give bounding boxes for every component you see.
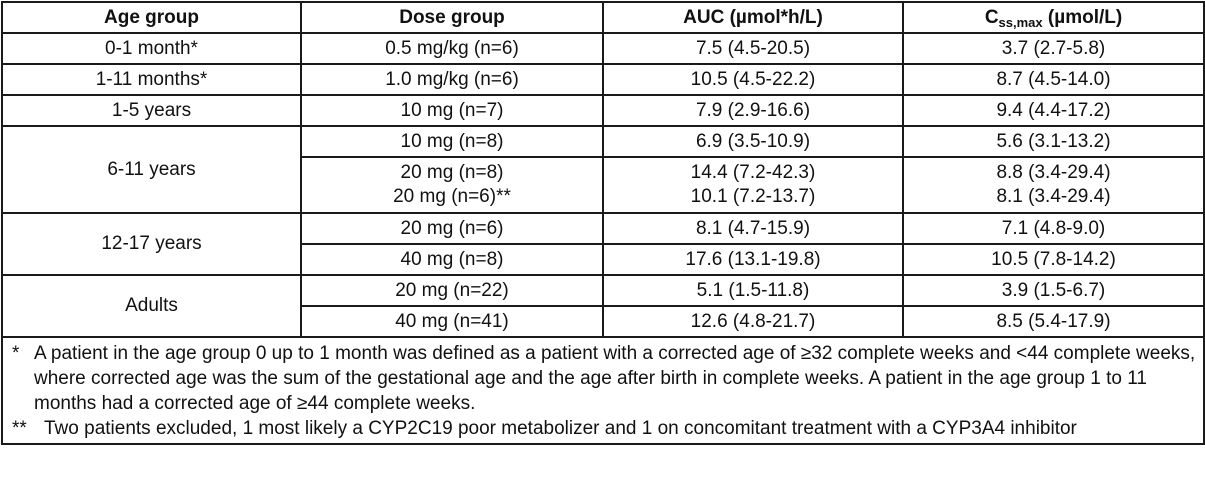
auc-cell: 7.5 (4.5-20.5) [602, 32, 904, 65]
auc-cell: 17.6 (13.1-19.8) [602, 243, 904, 276]
age-cell: 1-11 months* [1, 63, 302, 96]
footnote-mark: ** [12, 418, 27, 439]
table-row: 6-11 years 10 mg (n=8) 6.9 (3.5-10.9) 5.… [1, 125, 1205, 214]
dose-cell: 1.0 mg/kg (n=6) [300, 63, 604, 96]
age-cell: 12-17 years [1, 212, 302, 276]
table-row: 20 mg (n=8) 20 mg (n=6)** 14.4 (7.2-42.3… [2, 156, 1205, 214]
footnote-mark: * [12, 343, 20, 364]
dose-cell: 10 mg (n=8) [300, 125, 604, 158]
header-dose-group: Dose group [300, 1, 604, 34]
css-cell: 8.8 (3.4-29.4) 8.1 (3.4-29.4) [902, 156, 1205, 214]
table-row: 12-17 years 20 mg (n=6) 8.1 (4.7-15.9) 7… [1, 212, 1205, 276]
css-subscript: ss,max [998, 14, 1043, 30]
age-cell: 1-5 years [1, 94, 302, 127]
age-cell: 0-1 month* [1, 32, 302, 65]
css-cell: 10.5 (7.8-14.2) [902, 243, 1205, 276]
header-auc: AUC (µmol*h/L) [602, 1, 904, 34]
footnotes-row: * A patient in the age group 0 up to 1 m… [1, 336, 1205, 445]
header-age-group: Age group [1, 1, 302, 34]
auc-cell: 7.9 (2.9-16.6) [602, 94, 904, 127]
auc-cell: 14.4 (7.2-42.3) 10.1 (7.2-13.7) [602, 156, 904, 214]
css-cell: 8.5 (5.4-17.9) [902, 305, 1205, 338]
dose-line: 20 mg (n=6)** [393, 186, 511, 207]
dose-cell: 20 mg (n=22) [300, 274, 604, 307]
table-row: 1-11 months* 1.0 mg/kg (n=6) 10.5 (4.5-2… [1, 63, 1205, 96]
footnote-text: Two patients excluded, 1 most likely a C… [44, 418, 1077, 439]
auc-line: 10.1 (7.2-13.7) [690, 186, 816, 207]
dose-cell: 20 mg (n=8) 20 mg (n=6)** [300, 156, 604, 214]
table-row: 1-5 years 10 mg (n=7) 7.9 (2.9-16.6) 9.4… [1, 94, 1205, 127]
css-unit: (µmol/L) [1042, 6, 1123, 28]
dose-cell: 10 mg (n=7) [300, 94, 604, 127]
footnote: ** Two patients excluded, 1 most likely … [12, 416, 1197, 441]
dose-line: 20 mg (n=8) [400, 162, 504, 183]
age-cell: Adults [1, 274, 302, 338]
css-cell: 9.4 (4.4-17.2) [902, 94, 1205, 127]
header-css-max: Css,max (µmol/L) [902, 1, 1205, 34]
auc-cell: 12.6 (4.8-21.7) [602, 305, 904, 338]
css-cell: 3.7 (2.7-5.8) [902, 32, 1205, 65]
css-cell: 5.6 (3.1-13.2) [902, 125, 1205, 158]
footnote: * A patient in the age group 0 up to 1 m… [12, 341, 1197, 416]
footnotes-cell: * A patient in the age group 0 up to 1 m… [1, 336, 1205, 445]
dose-cell: 40 mg (n=8) [300, 243, 604, 276]
dose-cell: 0.5 mg/kg (n=6) [300, 32, 604, 65]
footnote-text: A patient in the age group 0 up to 1 mon… [34, 343, 1196, 414]
dose-cell: 20 mg (n=6) [300, 212, 604, 245]
dose-cell: 40 mg (n=41) [300, 305, 604, 338]
css-cell: 7.1 (4.8-9.0) [902, 212, 1205, 245]
header-row: Age group Dose group AUC (µmol*h/L) Css,… [1, 1, 1205, 34]
table-row: 0-1 month* 0.5 mg/kg (n=6) 7.5 (4.5-20.5… [1, 32, 1205, 65]
table-row: 40 mg (n=41) 12.6 (4.8-21.7) 8.5 (5.4-17… [2, 305, 1205, 338]
table-row: 40 mg (n=8) 17.6 (13.1-19.8) 10.5 (7.8-1… [2, 243, 1205, 276]
css-cell: 3.9 (1.5-6.7) [902, 274, 1205, 307]
pk-table: Age group Dose group AUC (µmol*h/L) Css,… [1, 1, 1205, 445]
auc-cell: 10.5 (4.5-22.2) [602, 63, 904, 96]
css-line: 8.8 (3.4-29.4) [996, 162, 1111, 183]
css-symbol: C [984, 6, 999, 28]
auc-cell: 5.1 (1.5-11.8) [602, 274, 904, 307]
auc-cell: 6.9 (3.5-10.9) [602, 125, 904, 158]
css-line: 8.1 (3.4-29.4) [996, 186, 1111, 207]
age-cell: 6-11 years [1, 125, 302, 214]
auc-cell: 8.1 (4.7-15.9) [602, 212, 904, 245]
table-row: Adults 20 mg (n=22) 5.1 (1.5-11.8) 3.9 (… [1, 274, 1205, 338]
auc-line: 14.4 (7.2-42.3) [690, 162, 816, 183]
css-cell: 8.7 (4.5-14.0) [902, 63, 1205, 96]
